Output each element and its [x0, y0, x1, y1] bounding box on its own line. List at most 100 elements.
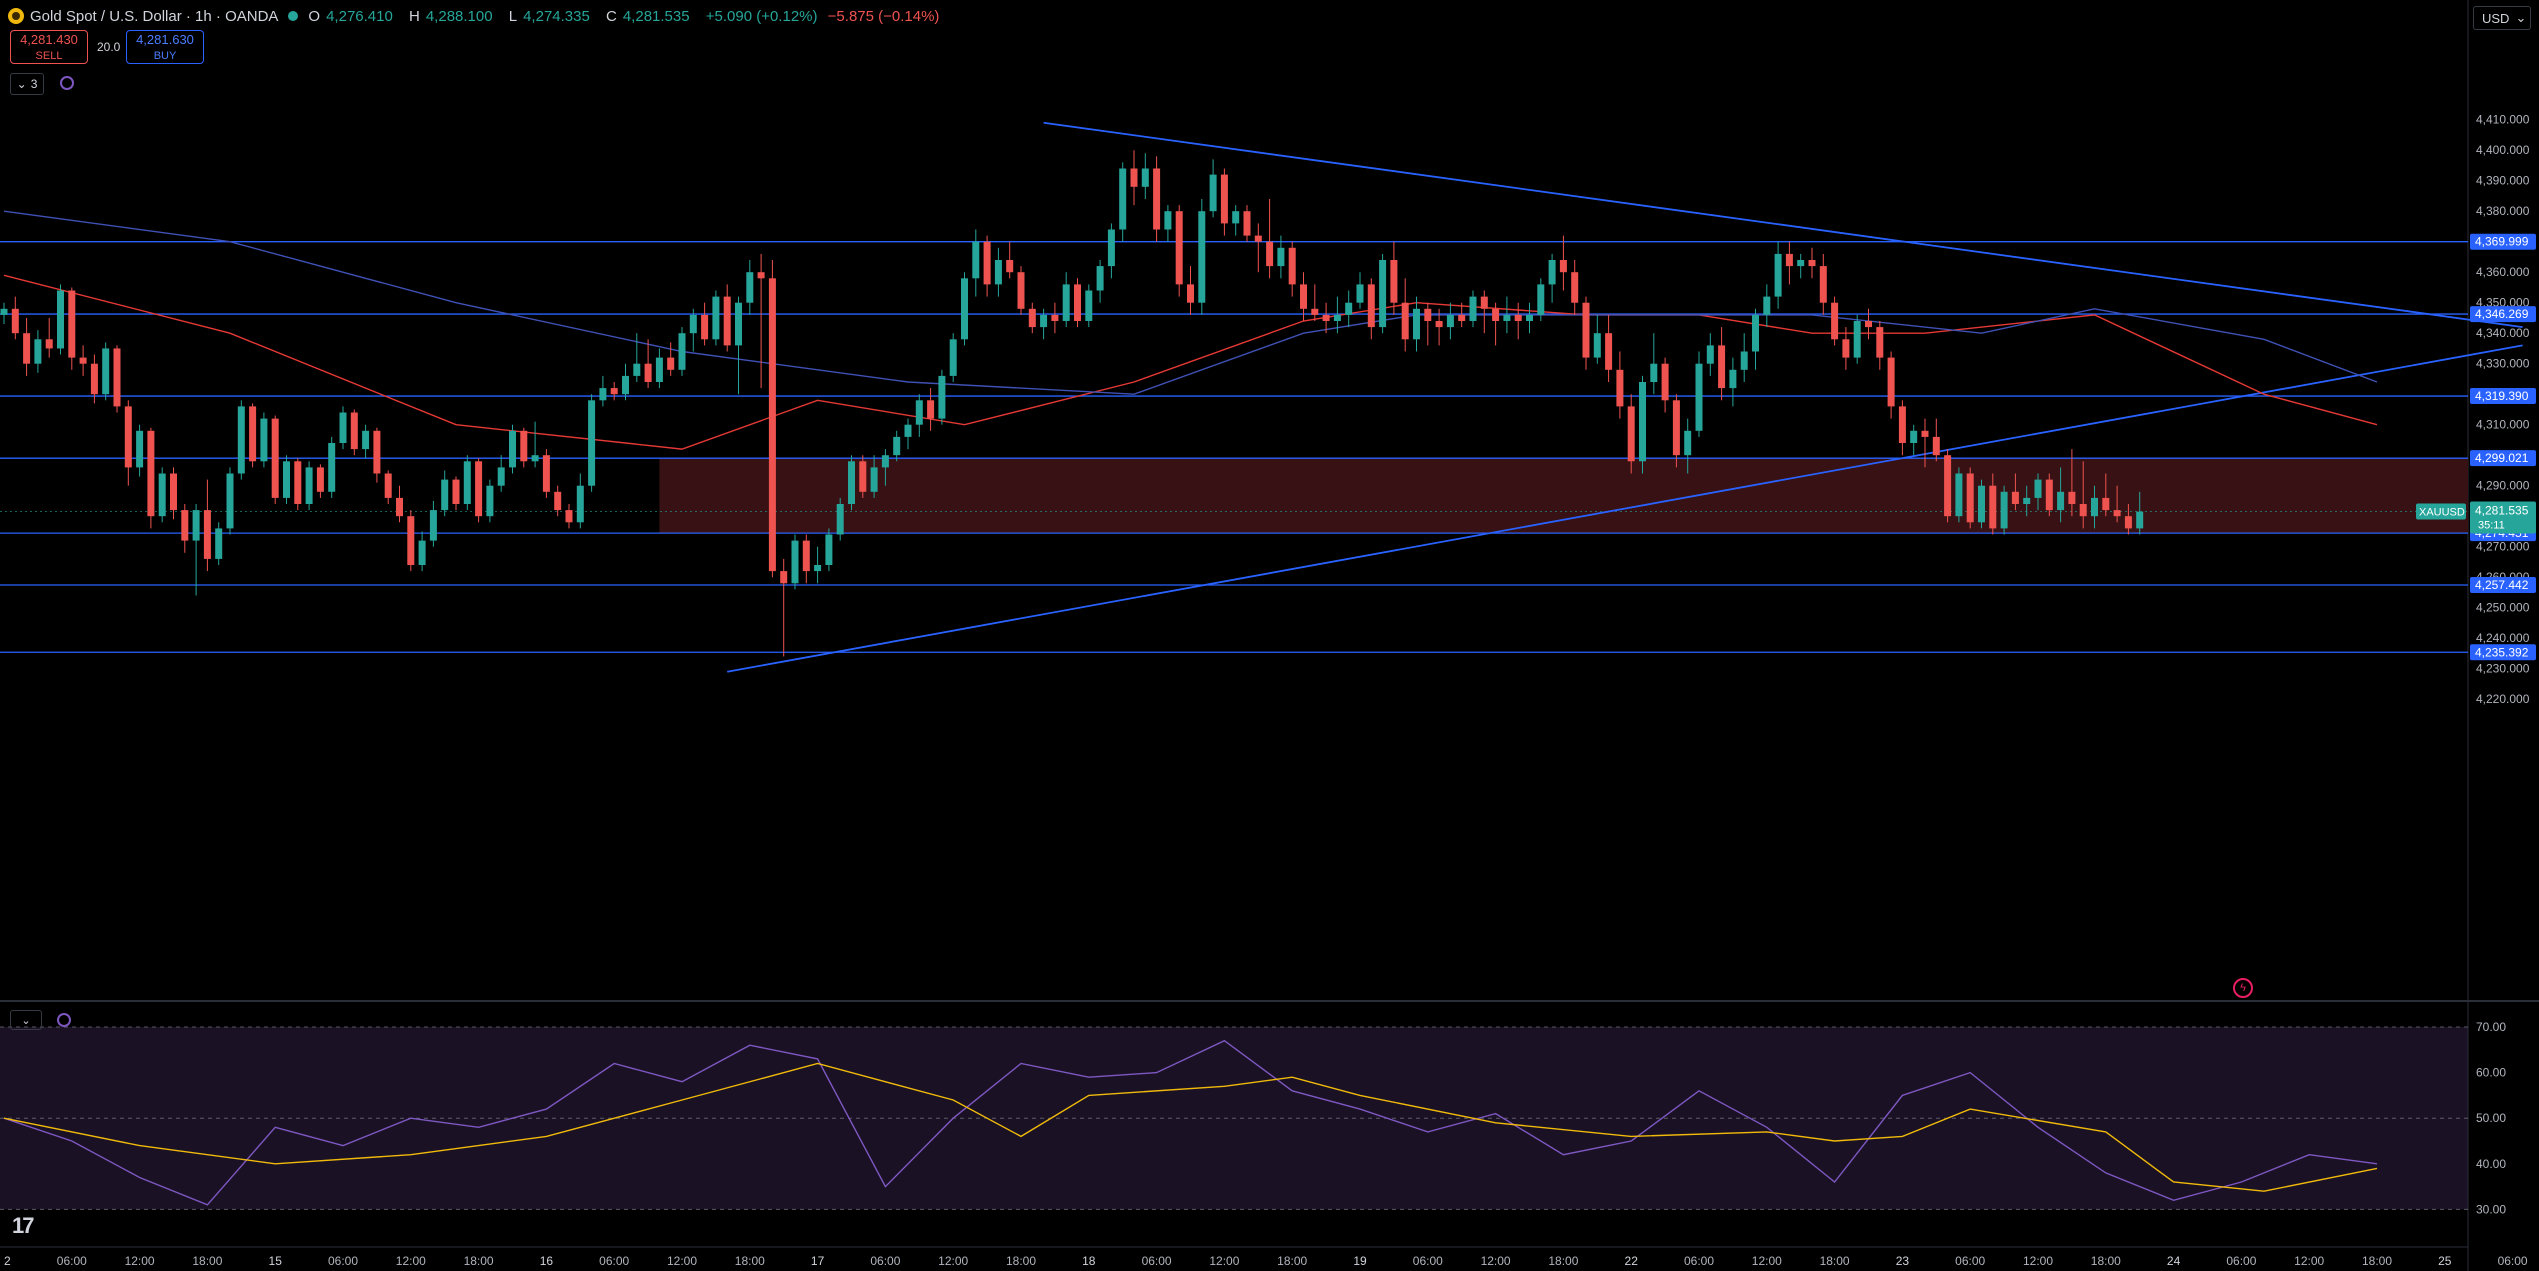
open-value: 4,276.410 [326, 7, 393, 25]
close-label: C [606, 7, 617, 25]
candle-body [1458, 314, 1466, 321]
candle-body [701, 314, 709, 340]
candle-body [791, 540, 799, 584]
countdown-label: 35:11 [2478, 520, 2505, 532]
time-axis-label: 18:00 [192, 1254, 222, 1268]
tradingview-logo-icon[interactable]: 17 [12, 1213, 35, 1238]
candle-body [1401, 302, 1409, 340]
rsi-ma-line [3, 1062, 2378, 1192]
candle-body [509, 430, 516, 468]
time-axis-label: 06:00 [57, 1254, 87, 1268]
candle-body [554, 491, 562, 511]
time-axis-label: 24 [2167, 1254, 2181, 1268]
candle-body [2045, 479, 2053, 511]
candle-body [1706, 345, 1714, 364]
candle-body [1051, 314, 1059, 321]
buy-button[interactable]: 4,281.630 BUY [126, 30, 204, 64]
price-axis-label: 4,290.000 [2476, 479, 2530, 493]
candle-body [305, 467, 313, 504]
level-price-tag [2470, 450, 2536, 467]
candle-body [746, 272, 754, 303]
rsi-line [3, 1039, 2378, 1206]
candle-body [1797, 260, 1805, 267]
currency-select[interactable]: USD ⌄ [2473, 6, 2531, 30]
candle-body [316, 467, 324, 492]
symbol-title[interactable]: Gold Spot / U.S. Dollar · 1h · OANDA [30, 7, 279, 25]
price-axis-label: 4,390.000 [2476, 174, 2530, 188]
candle-body [1819, 266, 1827, 303]
candle-body [723, 296, 731, 346]
candle-body [2057, 491, 2065, 511]
candle-body [1198, 211, 1206, 303]
candle-body [1831, 302, 1839, 340]
candle-body [1175, 211, 1183, 285]
candle-body [1164, 211, 1172, 230]
candle-body [1074, 284, 1081, 321]
rsi-toggle-button[interactable]: ⌄ [10, 1010, 42, 1030]
time-axis-label: 12:00 [1209, 1254, 1239, 1268]
candle-body [2034, 479, 2042, 498]
candle-body [271, 418, 279, 498]
time-axis-label: 12:00 [1752, 1254, 1782, 1268]
candle-body [1910, 430, 1918, 443]
candle-body [881, 455, 889, 468]
candle-body [170, 473, 177, 511]
candle-body [102, 348, 110, 395]
candle-body [497, 467, 505, 486]
trendline [727, 344, 2523, 673]
level-price-tag [2470, 388, 2536, 405]
candle-body [1367, 284, 1375, 328]
level-price-tag [2470, 644, 2536, 661]
candle-body [836, 504, 844, 535]
candle-body [825, 534, 833, 565]
indicators-toggle-button[interactable]: ⌄ 3 [10, 73, 44, 95]
candle-body [1379, 260, 1387, 328]
settings-icon[interactable] [60, 76, 74, 90]
lightning-icon[interactable]: ϟ [2233, 978, 2253, 998]
candle-body [463, 461, 471, 504]
candle-body [520, 430, 528, 462]
candle-body [531, 455, 539, 462]
candle-body [181, 510, 189, 541]
time-axis-label: 12:00 [667, 1254, 697, 1268]
candle-body [1865, 321, 1872, 328]
sell-button[interactable]: 4,281.430 SELL [10, 30, 88, 64]
time-axis-label: 06:00 [870, 1254, 900, 1268]
candle-body [2023, 497, 2031, 504]
time-axis-label: 22 [1625, 1254, 1639, 1268]
candle-body [1277, 247, 1285, 267]
change-value: +5.090 (+0.12%) [705, 7, 818, 25]
time-axis-label: 06:00 [1142, 1254, 1172, 1268]
candle-body [599, 388, 607, 401]
candle-body [45, 339, 53, 349]
candle-body [915, 400, 923, 425]
time-axis-label: 12:00 [1481, 1254, 1511, 1268]
price-axis-label: 4,340.000 [2476, 326, 2530, 340]
candle-body [124, 406, 132, 468]
gold-logo-icon [8, 8, 24, 24]
candle-body [350, 412, 358, 450]
candle-body [1740, 351, 1748, 370]
candle-body [1876, 327, 1884, 358]
candle-body [870, 467, 878, 492]
time-axis-label: 23 [1896, 1254, 1910, 1268]
symbol-header: Gold Spot / U.S. Dollar · 1h · OANDA O 4,… [8, 6, 945, 26]
candle-body [802, 540, 810, 572]
candle-body [1153, 168, 1161, 230]
candle-body [136, 430, 144, 468]
candle-body [1435, 321, 1443, 328]
level-price-label: 4,257.442 [2475, 578, 2529, 592]
rsi-settings-icon[interactable] [57, 1013, 71, 1027]
candle-body [373, 430, 381, 474]
candle-body [1559, 260, 1567, 273]
candle-body [90, 363, 98, 395]
time-axis-label: 06:00 [2226, 1254, 2256, 1268]
chevron-down-icon: ⌄ [21, 1014, 31, 1027]
candle-body [588, 400, 596, 486]
candle-body [1017, 272, 1025, 309]
candle-body [283, 461, 290, 498]
chevron-down-icon: ⌄ [2515, 10, 2527, 25]
price-axis-label: 4,270.000 [2476, 540, 2530, 554]
time-axis-label: 06:00 [599, 1254, 629, 1268]
